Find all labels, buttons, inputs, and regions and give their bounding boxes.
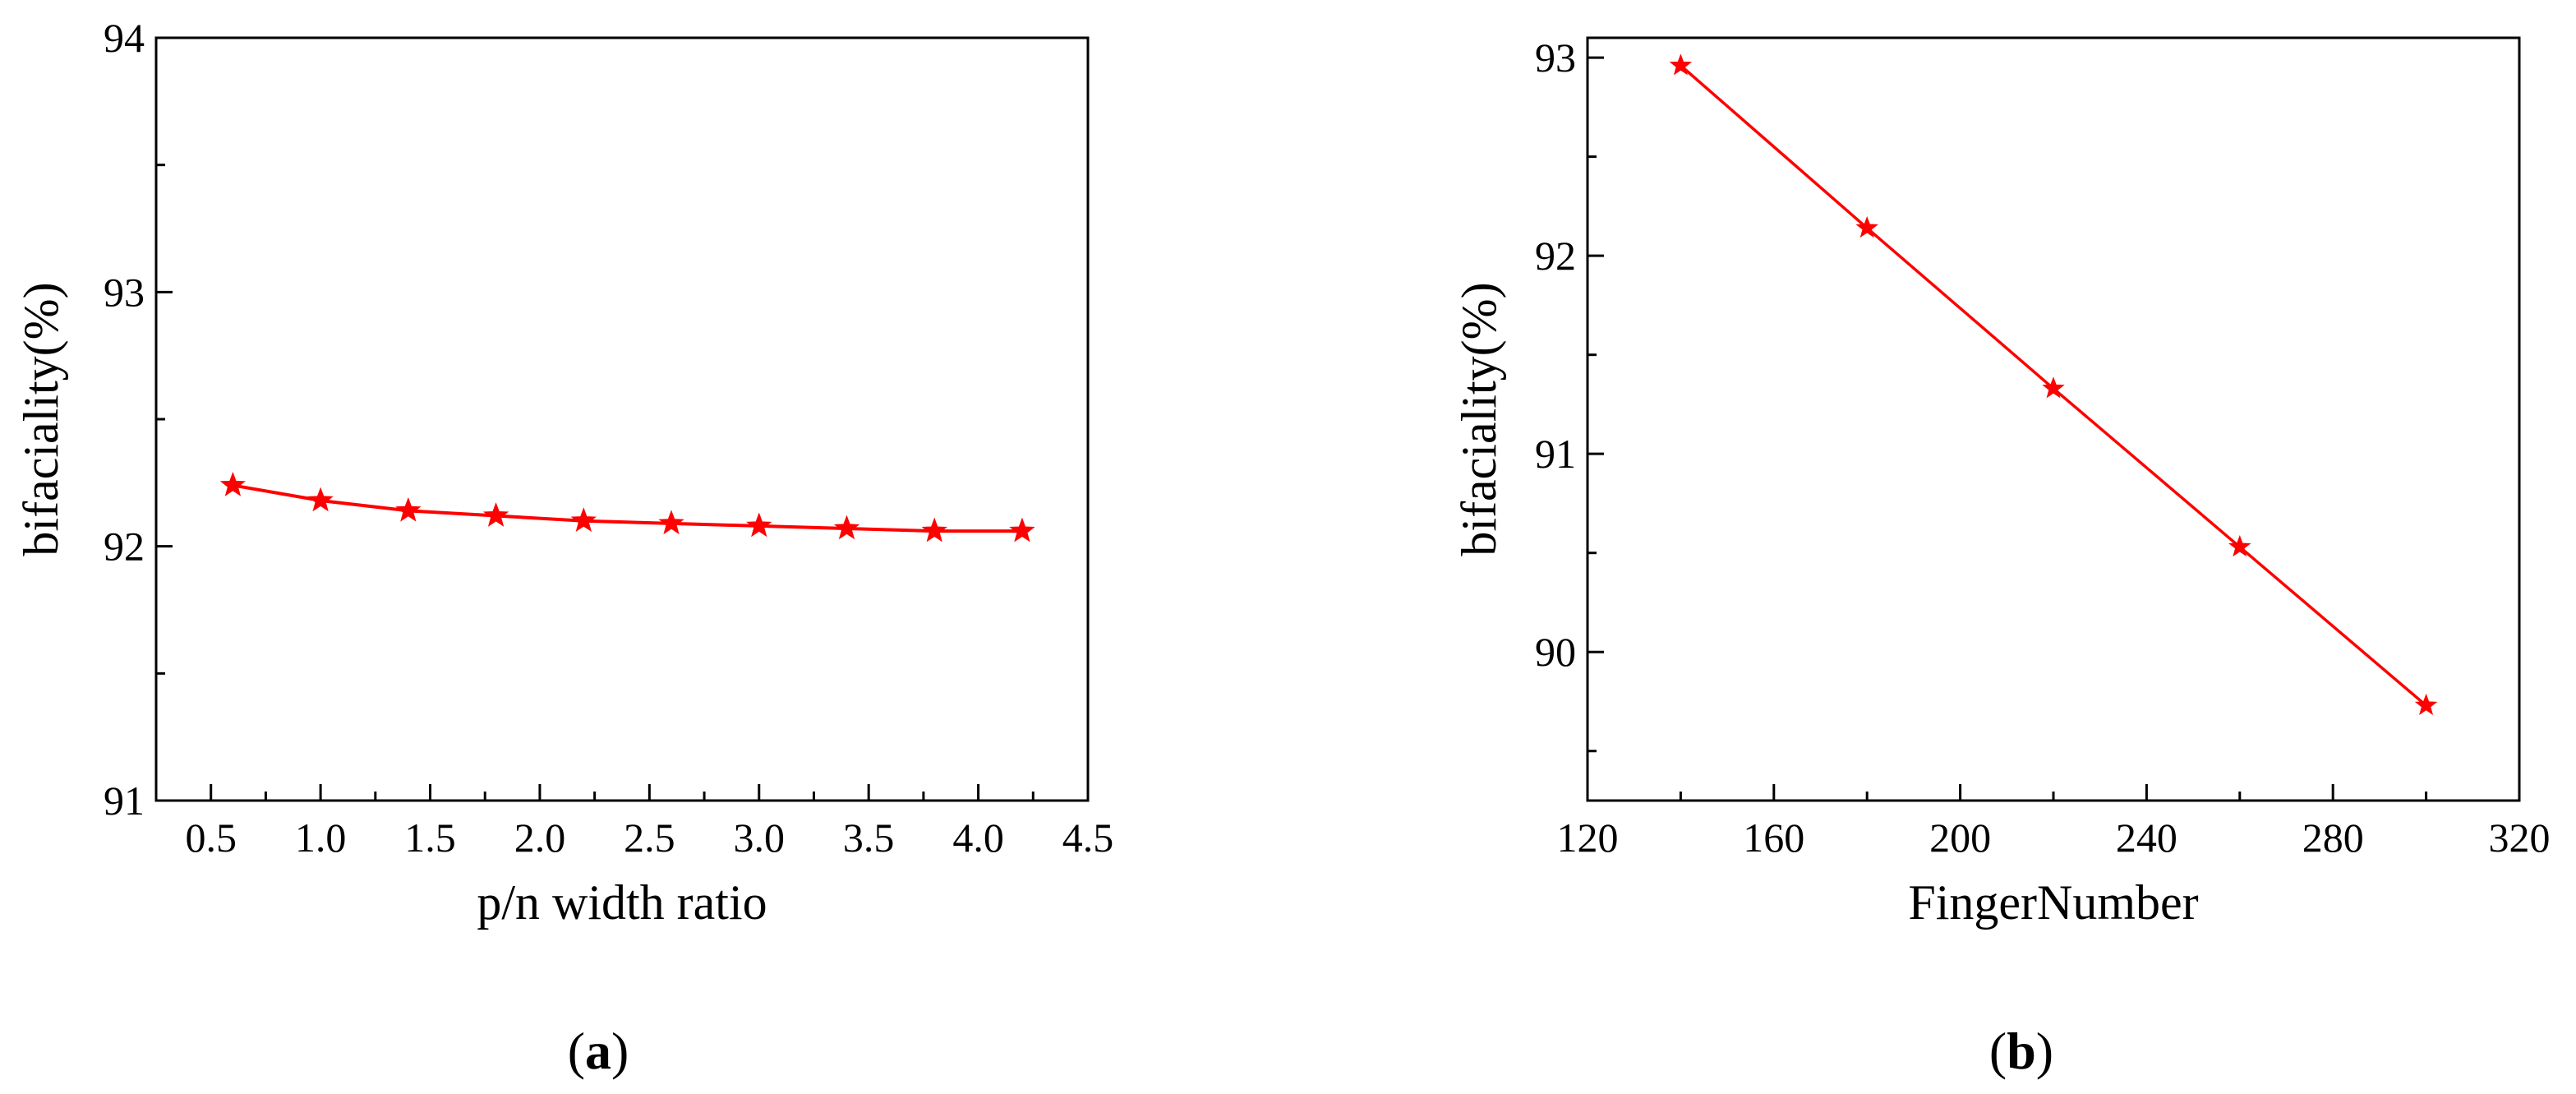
chart-a-data-point [307,487,334,512]
chart-b-data-point [2414,693,2438,715]
chart-a-y-axis-title: bifaciality(%) [14,282,68,556]
chart-b-x-tick-label: 240 [2116,815,2177,861]
chart-b-x-tick-label: 320 [2489,815,2551,861]
chart-b-y-axis-title: bifaciality(%) [1452,282,1506,556]
chart-a-data-point [921,517,947,542]
chart-b-plot-frame [1586,36,2521,802]
chart-a-plot-frame [154,36,1090,802]
chart-a-x-tick-label: 2.0 [514,815,566,861]
chart-a-series-line [233,483,1022,533]
chart-a-x-tick-label: 0.5 [185,815,237,861]
chart-b-data-point [1855,215,1878,238]
chart-a-x-axis-title: p/n width ratio [477,875,767,930]
chart-a-x-tick-label: 2.5 [624,815,675,861]
chart-a-x-tick-label: 1.0 [295,815,347,861]
chart-a-y-tick-label: 91 [104,778,145,824]
chart-a-data-point [658,510,684,535]
chart-b-x-tick-label: 160 [1743,815,1804,861]
chart-a-data-point [1009,517,1035,542]
chart-b-y-tick-label: 91 [1535,431,1576,477]
chart-a-data-point [395,496,422,522]
chart-a-data-point [219,472,247,496]
chart-b-y-tick-label: 90 [1535,629,1576,675]
chart-a-x-tick-label: 3.5 [843,815,895,861]
chart-b-y-tick-label: 93 [1535,35,1576,81]
chart-b-x-tick-label: 200 [1929,815,1991,861]
chart-a-x-tick-label: 4.0 [952,815,1004,861]
chart-a-panel-label: (a) [568,1022,629,1080]
chart-b-x-tick-label: 280 [2302,815,2364,861]
chart-b-data-point [2228,535,2251,557]
chart-b-panel-label: (b) [1989,1022,2053,1080]
chart-a-data-point [833,515,860,540]
chart-b-data-point [2042,376,2065,399]
chart-a-y-tick-label: 92 [104,524,145,570]
chart-b-x-tick-label: 120 [1557,815,1619,861]
chart-b-data-point [1669,53,1693,76]
chart-a-data-point [482,502,509,527]
chart-a-y-tick-label: 93 [104,269,145,315]
chart-panel-b: 120 160 200 240 280 320 90 91 92 93 FingerNumber bi… [1452,35,2551,1080]
chart-a-x-tick-label: 3.0 [734,815,786,861]
chart-a-data-point [570,507,597,533]
chart-b-y-tick-label: 92 [1535,233,1576,279]
chart-a-x-tick-label: 1.5 [404,815,456,861]
chart-panel-a: 0.5 1.0 1.5 2.0 2.5 3.0 3.5 4.0 4.5 91 92 93 94 p/n w… [14,15,1113,1080]
chart-a-y-tick-label: 94 [104,15,145,61]
chart-a-x-tick-label: 4.5 [1062,815,1114,861]
chart-b-x-axis-title: FingerNumber [1908,875,2198,930]
chart-a-data-point [746,512,772,538]
